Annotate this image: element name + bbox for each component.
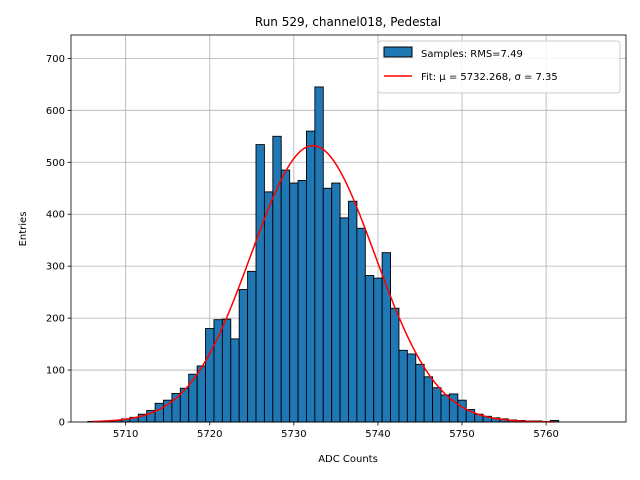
x-tick-label: 5750 bbox=[449, 429, 474, 440]
histogram-bar bbox=[238, 289, 249, 423]
histogram-bar bbox=[415, 363, 425, 423]
histogram-bar bbox=[230, 338, 240, 423]
histogram-bar bbox=[255, 144, 265, 423]
histogram-bar bbox=[263, 191, 274, 423]
histogram-bar bbox=[322, 187, 333, 423]
x-axis-label: ADC Counts bbox=[318, 454, 378, 465]
histogram-bar bbox=[457, 399, 467, 423]
histogram-bar bbox=[432, 387, 442, 423]
histogram-bars bbox=[87, 86, 560, 423]
histogram-bar bbox=[289, 182, 299, 423]
histogram-bar bbox=[314, 86, 324, 423]
y-tick-label: 500 bbox=[46, 158, 65, 169]
fit-curve bbox=[91, 144, 555, 423]
y-tick-label: 200 bbox=[46, 314, 65, 325]
legend-box bbox=[377, 40, 621, 94]
histogram-bar bbox=[163, 399, 173, 423]
histogram-bar bbox=[221, 318, 232, 423]
plot-frame bbox=[70, 34, 627, 423]
legend-samples-swatch bbox=[383, 46, 413, 58]
x-tick-label: 5720 bbox=[197, 429, 222, 440]
histogram-bar bbox=[247, 270, 257, 423]
histogram-bar bbox=[373, 277, 383, 423]
x-tick-label: 5710 bbox=[113, 429, 138, 440]
histogram-bar bbox=[297, 179, 307, 423]
x-tick-label: 5730 bbox=[281, 429, 306, 440]
histogram-bar bbox=[390, 307, 400, 423]
histogram-bar bbox=[196, 365, 206, 423]
x-axis-ticks: 5710 5720 5730 5740 5750 5760 bbox=[113, 422, 559, 440]
y-axis-ticks: 0 100 200 300 400 500 600 700 bbox=[46, 54, 71, 429]
y-tick-label: 400 bbox=[46, 210, 65, 221]
legend-samples-label: Samples: RMS=7.49 bbox=[421, 49, 523, 60]
histogram-bar bbox=[348, 200, 358, 423]
x-tick-label: 5760 bbox=[533, 429, 558, 440]
histogram-bar bbox=[280, 169, 291, 423]
y-tick-label: 600 bbox=[46, 106, 65, 117]
histogram-bar bbox=[364, 275, 375, 423]
histogram-bar bbox=[154, 402, 164, 423]
y-tick-label: 700 bbox=[46, 54, 65, 65]
histogram-bar bbox=[272, 135, 282, 423]
histogram-bar bbox=[188, 373, 198, 423]
y-axis-label: Entries bbox=[18, 212, 29, 247]
histogram-bar bbox=[423, 376, 434, 423]
histogram-bar bbox=[205, 328, 215, 423]
y-tick-label: 0 bbox=[59, 418, 65, 429]
legend: Samples: RMS=7.49 Fit: μ = 5732.268, σ =… bbox=[377, 40, 621, 94]
histogram-bar bbox=[356, 227, 366, 423]
chart-title: Run 529, channel018, Pedestal bbox=[255, 15, 441, 29]
histogram-bar bbox=[306, 130, 316, 423]
y-tick-label: 300 bbox=[46, 262, 65, 273]
x-tick-label: 5740 bbox=[365, 429, 390, 440]
y-tick-label: 100 bbox=[46, 366, 65, 377]
histogram-bar bbox=[406, 353, 417, 423]
histogram-bar bbox=[339, 217, 349, 423]
histogram-bar bbox=[398, 349, 408, 423]
histogram-bar bbox=[440, 394, 450, 423]
histogram-bar bbox=[331, 182, 341, 423]
legend-fit-label: Fit: μ = 5732.268, σ = 7.35 bbox=[421, 72, 558, 83]
